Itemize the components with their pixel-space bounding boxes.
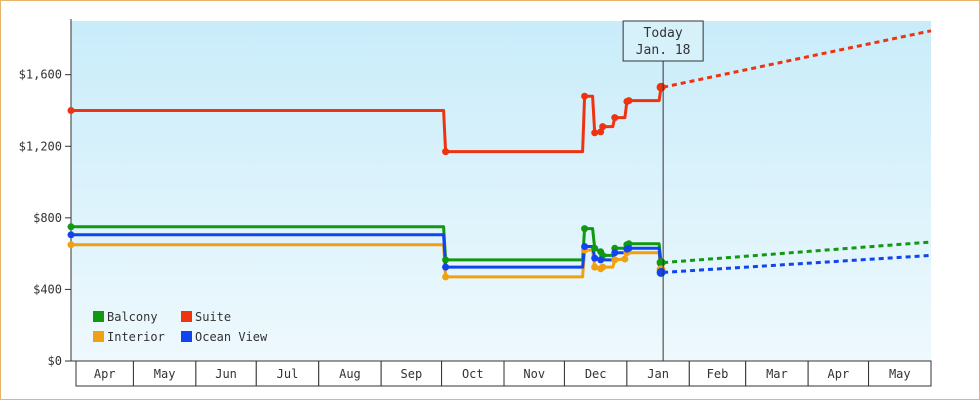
y-tick-label: $1,600	[19, 68, 62, 82]
today-date-label: Jan. 18	[636, 43, 691, 58]
x-month-cell	[75, 360, 134, 387]
series-markers	[67, 82, 666, 281]
series-point	[442, 273, 450, 281]
series-point	[581, 92, 589, 100]
series-point	[67, 241, 75, 249]
series-point	[656, 267, 666, 277]
x-tick-label: Jun	[215, 367, 237, 381]
x-tick-label: Aug	[339, 367, 361, 381]
x-month-cell	[380, 360, 443, 387]
series-point	[591, 129, 599, 137]
x-month-cell	[868, 360, 932, 387]
series-point	[611, 114, 619, 122]
y-tick-label: $1,200	[19, 139, 62, 153]
y-tick-label: $400	[33, 282, 62, 296]
series-point	[597, 256, 605, 264]
legend-label: Suite	[195, 310, 231, 324]
series-point	[599, 123, 607, 131]
series-point	[625, 97, 633, 105]
y-tick-label: $0	[48, 354, 62, 368]
x-axis: Apr May Jun Jul Aug Sep Oct Nov Dec Jan Feb Mar Apr M…	[71, 360, 932, 387]
legend-label: Interior	[107, 330, 165, 344]
series-point	[442, 263, 450, 271]
series-point	[591, 263, 599, 271]
x-tick-label: Nov	[523, 367, 545, 381]
x-tick-label: Sep	[401, 367, 423, 381]
x-tick-label: Dec	[585, 367, 607, 381]
today-label: Today	[644, 26, 683, 41]
y-axis: $0 $400 $800 $1,200 $1,600	[19, 19, 72, 368]
plot-area	[71, 21, 931, 361]
x-tick-label: Apr	[828, 367, 850, 381]
x-month-cell	[255, 360, 320, 387]
legend-swatch	[93, 331, 104, 342]
x-month-cell	[807, 360, 870, 387]
x-tick-label: Feb	[707, 367, 729, 381]
today-marker: Today Jan. 18	[622, 20, 704, 361]
series-forecasts	[662, 29, 932, 274]
series-point	[591, 254, 599, 262]
x-month-cell	[745, 360, 809, 387]
x-month-cell	[132, 360, 197, 387]
x-tick-label: Jan	[647, 367, 669, 381]
series-point	[599, 263, 607, 271]
x-tick-label: Jul	[277, 367, 299, 381]
series-point	[611, 256, 619, 264]
x-tick-label: Apr	[94, 367, 116, 381]
x-tick-label: May	[889, 367, 911, 381]
series-point	[611, 249, 619, 257]
series-point	[581, 225, 589, 233]
x-month-cell	[688, 360, 747, 387]
series-point	[442, 256, 450, 264]
x-tick-label: May	[154, 367, 176, 381]
legend-label: Ocean View	[195, 330, 268, 344]
series-point	[625, 244, 633, 252]
series-point	[67, 107, 75, 114]
legend-swatch	[181, 331, 192, 342]
series-point	[67, 231, 75, 239]
series-point	[597, 128, 605, 136]
series-point	[67, 223, 75, 231]
series-forecast-line	[662, 29, 932, 89]
series-point	[581, 243, 589, 250]
legend: Balcony Suite Interior Ocean View	[93, 310, 268, 344]
x-month-cell	[195, 360, 257, 387]
y-tick-label: $800	[33, 211, 62, 225]
x-tick-label: Oct	[462, 367, 484, 381]
today-label-box	[622, 20, 704, 62]
series-point	[591, 244, 599, 252]
legend-label: Balcony	[107, 310, 158, 324]
legend-swatch	[181, 311, 192, 322]
series-point	[621, 255, 629, 263]
x-tick-label: Mar	[766, 367, 788, 381]
legend-swatch	[93, 311, 104, 322]
series-point	[656, 82, 666, 92]
series-point	[442, 148, 450, 156]
x-month-cell	[626, 360, 690, 387]
